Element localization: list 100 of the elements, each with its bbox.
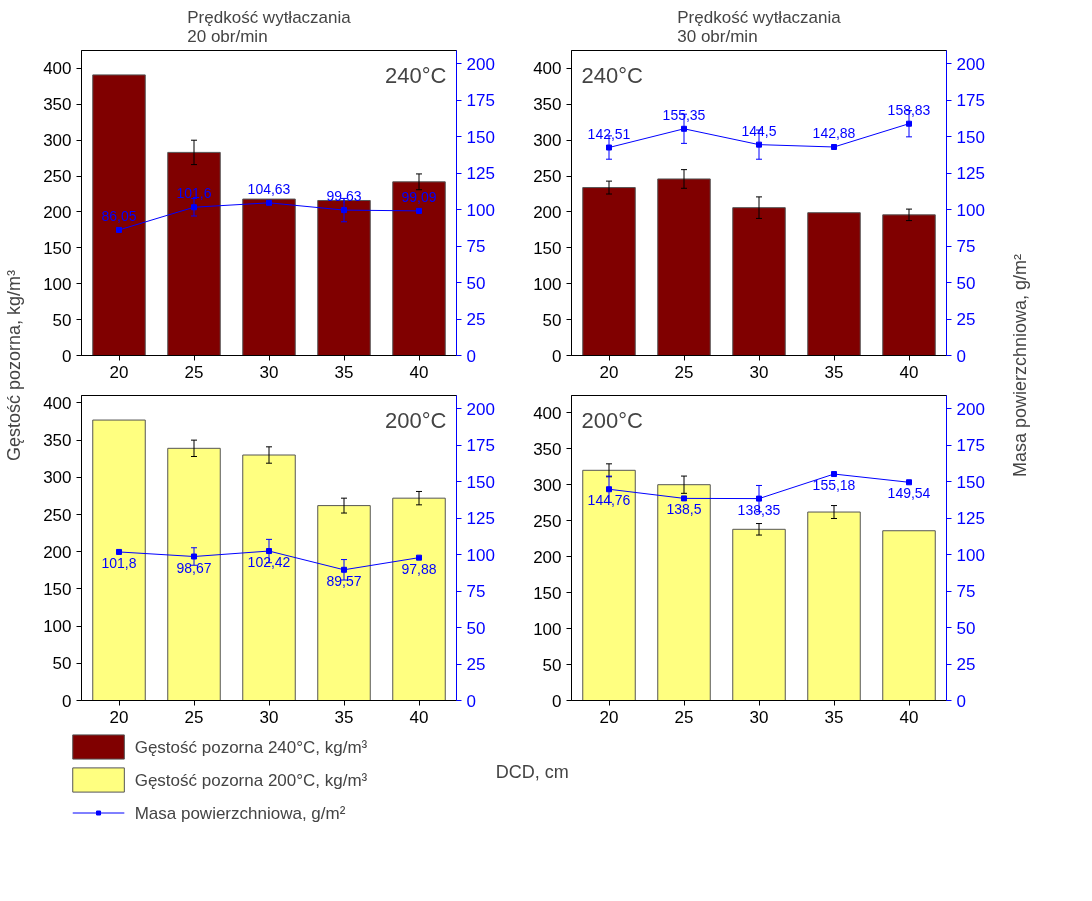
x-tick-label: 30 [259, 362, 279, 382]
y2-tick-label: 150 [466, 472, 495, 492]
y2-tick-label: 50 [466, 273, 486, 293]
bar [242, 198, 296, 356]
annotation: 240°C [581, 62, 643, 88]
y2-tick-label: 0 [466, 346, 476, 366]
x-tick-label: 35 [824, 362, 844, 382]
bar [242, 454, 296, 701]
y-tick-label: 50 [542, 655, 562, 675]
y-tick-label: 400 [533, 59, 562, 79]
y-tick-label: 400 [43, 393, 72, 413]
x-tick-label: 30 [749, 707, 769, 727]
y2-tick-label: 75 [956, 582, 976, 602]
x-axis-title: DCD, cm [495, 762, 569, 783]
y2-tick-label: 75 [466, 582, 486, 602]
data-label: 89,57 [326, 572, 362, 589]
y-tick-label: 300 [43, 131, 72, 151]
x-tick-label: 20 [109, 707, 129, 727]
data-label: 144,5 [741, 122, 777, 139]
bar [807, 511, 861, 701]
y2-tick-label: 125 [956, 164, 985, 184]
y2-tick-label: 175 [956, 91, 985, 111]
y-tick-label: 50 [542, 310, 562, 330]
y-tick-label: 300 [533, 131, 562, 151]
data-label: 101,6 [176, 185, 212, 202]
y-tick-label: 150 [533, 238, 562, 258]
data-label: 144,76 [587, 492, 631, 509]
bar [657, 178, 711, 356]
y2-tick-label: 175 [956, 436, 985, 456]
data-label: 138,5 [666, 501, 702, 518]
x-tick-label: 40 [409, 707, 429, 727]
point [416, 207, 422, 214]
point [906, 479, 912, 486]
y2-axis-title: Masa powierzchniowa, g/m² [1009, 253, 1030, 478]
y2-tick-label: 175 [466, 91, 495, 111]
bar [807, 212, 861, 356]
y-tick-label: 200 [533, 202, 562, 222]
x-tick-label: 40 [899, 707, 919, 727]
bar [732, 207, 786, 356]
y-tick-label: 0 [62, 691, 72, 711]
data-label: 142,51 [587, 125, 631, 142]
legend-label: Masa powierzchniowa, g/m² [134, 803, 346, 823]
data-label: 86,05 [101, 207, 137, 224]
annotation: 200°C [581, 407, 643, 433]
y-tick-label: 350 [533, 95, 562, 115]
x-tick-label: 40 [899, 362, 919, 382]
data-label: 101,8 [101, 554, 137, 571]
y2-tick-label: 25 [956, 655, 976, 675]
bar [392, 497, 446, 701]
point [831, 471, 837, 478]
x-tick-label: 30 [259, 707, 279, 727]
y-tick-label: 400 [533, 403, 562, 423]
y2-tick-label: 100 [956, 200, 985, 220]
bar [317, 505, 371, 701]
y2-tick-label: 150 [956, 472, 985, 492]
annotation: 200°C [385, 407, 447, 433]
point [831, 143, 837, 150]
x-tick-label: 35 [334, 707, 354, 727]
x-tick-label: 25 [184, 707, 204, 727]
y-tick-label: 150 [533, 583, 562, 603]
y2-tick-label: 25 [956, 310, 976, 330]
y2-tick-label: 150 [466, 127, 495, 147]
y2-tick-label: 0 [956, 346, 966, 366]
bar [167, 447, 221, 701]
x-tick-label: 20 [599, 707, 619, 727]
data-label: 149,54 [887, 485, 931, 502]
legend-label: Gęstość pozorna 200°C, kg/m³ [134, 770, 368, 790]
bar [167, 151, 221, 356]
y2-tick-label: 200 [956, 54, 985, 74]
y-tick-label: 250 [43, 505, 72, 525]
y2-tick-label: 125 [466, 509, 495, 529]
x-tick-label: 25 [674, 362, 694, 382]
bar [657, 484, 711, 701]
y-tick-label: 200 [43, 542, 72, 562]
y2-tick-label: 50 [466, 618, 486, 638]
x-tick-label: 35 [824, 707, 844, 727]
y2-tick-label: 25 [466, 655, 486, 675]
y2-tick-label: 125 [956, 509, 985, 529]
y-tick-label: 100 [43, 617, 72, 637]
y-tick-label: 150 [43, 238, 72, 258]
data-label: 104,63 [247, 180, 291, 197]
x-tick-label: 40 [409, 362, 429, 382]
bar [392, 181, 446, 356]
y2-tick-label: 100 [956, 545, 985, 565]
y-tick-label: 0 [552, 691, 562, 711]
y-tick-label: 350 [43, 431, 72, 451]
legend-label: Gęstość pozorna 240°C, kg/m³ [134, 737, 368, 757]
bar [92, 419, 146, 701]
y2-tick-label: 0 [466, 691, 476, 711]
bar [732, 528, 786, 701]
chart-title: Prędkość wytłaczania 20 obr/min [187, 7, 352, 46]
y-tick-label: 250 [533, 511, 562, 531]
bar [882, 530, 936, 701]
point [116, 226, 122, 233]
y2-tick-label: 175 [466, 436, 495, 456]
y-tick-label: 150 [43, 579, 72, 599]
y2-tick-label: 0 [956, 691, 966, 711]
point [266, 199, 272, 206]
data-label: 99,09 [401, 188, 437, 205]
y2-tick-label: 50 [956, 273, 976, 293]
